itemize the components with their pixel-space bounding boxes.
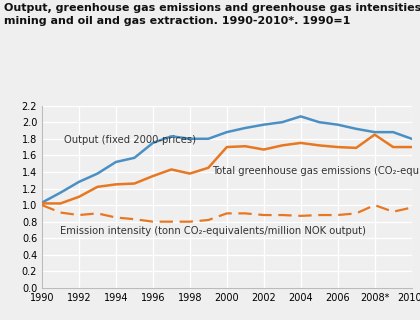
Text: Total greenhouse gas emissions (CO₂-equivalents): Total greenhouse gas emissions (CO₂-equi…	[212, 166, 420, 176]
Text: Output (fixed 2000-prices): Output (fixed 2000-prices)	[64, 135, 196, 145]
Text: Emission intensity (tonn CO₂-equivalents/million NOK output): Emission intensity (tonn CO₂-equivalents…	[60, 226, 366, 236]
Text: Output, greenhouse gas emissions and greenhouse gas intensities for
mining and o: Output, greenhouse gas emissions and gre…	[4, 3, 420, 26]
